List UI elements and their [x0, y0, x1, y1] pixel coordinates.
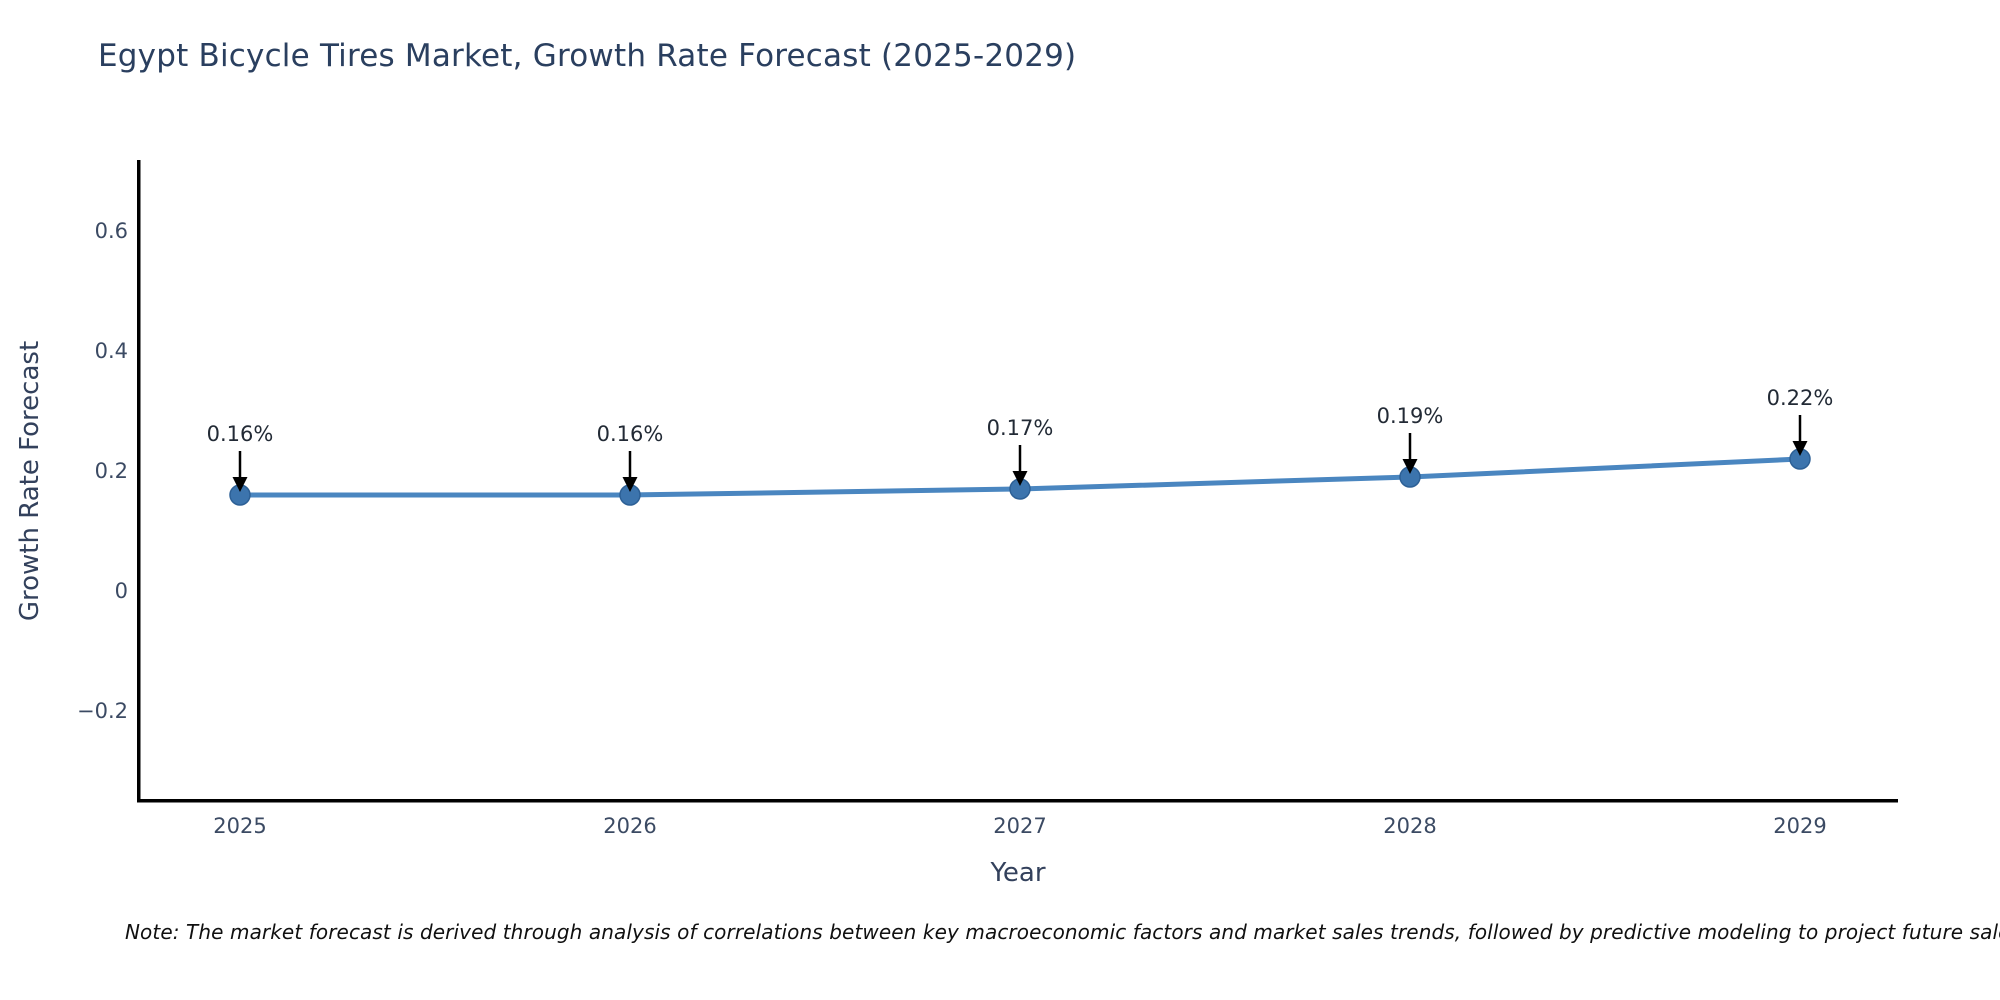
footnote: Note: The market forecast is derived thr…: [125, 920, 2000, 944]
data-point-label: 0.16%: [596, 422, 664, 446]
x-tick-label: 2026: [603, 814, 657, 838]
x-tick-label: 2027: [993, 814, 1047, 838]
y-axis-line: [137, 160, 141, 802]
x-axis-title: Year: [990, 858, 1046, 888]
annotation-arrowhead: [1402, 459, 1418, 474]
annotation-arrowhead: [1012, 471, 1028, 486]
annotation-arrowhead: [1792, 441, 1808, 456]
data-point-label: 0.17%: [986, 416, 1054, 440]
x-tick-label: 2028: [1383, 814, 1437, 838]
x-axis-line: [137, 799, 1898, 803]
x-tick-label: 2029: [1773, 814, 1827, 838]
chart-title: Egypt Bicycle Tires Market, Growth Rate …: [98, 38, 1077, 74]
y-tick-label: 0.6: [94, 219, 128, 243]
annotation-arrowhead: [622, 477, 638, 492]
data-point-label: 0.22%: [1766, 386, 1834, 410]
data-point-label: 0.19%: [1376, 404, 1444, 428]
x-tick-label: 2025: [213, 814, 267, 838]
data-point-label: 0.16%: [206, 422, 274, 446]
y-tick-label: −0.2: [77, 699, 128, 723]
annotation-arrowhead: [232, 477, 248, 492]
y-tick-label: 0: [114, 579, 128, 603]
y-tick-label: 0.2: [94, 459, 128, 483]
y-tick-label: 0.4: [94, 339, 128, 363]
